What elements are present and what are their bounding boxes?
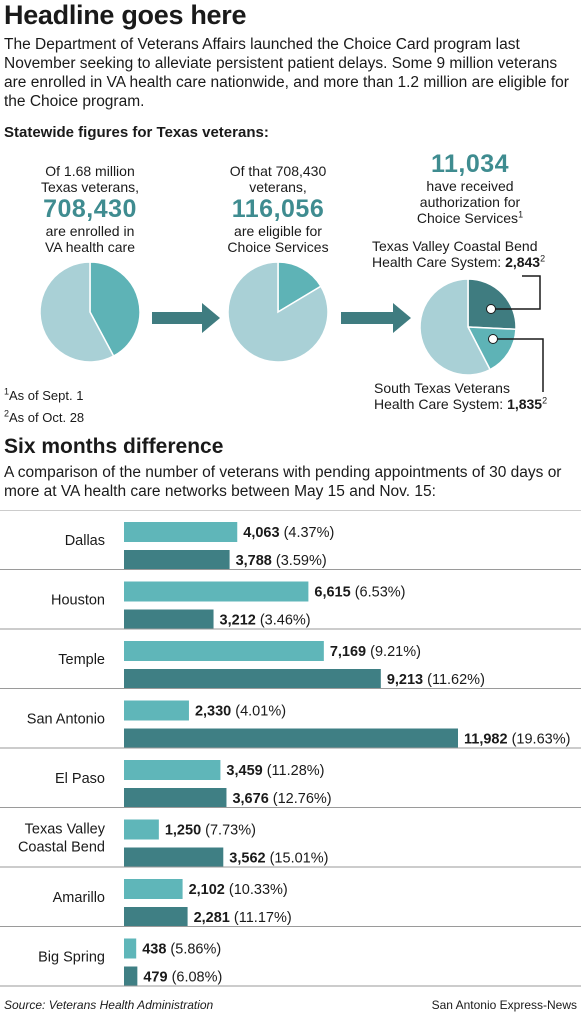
arrow-right-icon [341,303,411,333]
bar-value-label: 7,169 (9.21%) [330,644,421,660]
eligible-number: 116,056 [231,195,325,223]
callout-south-texas-line1: South Texas Veterans [374,380,510,396]
category-label: El Paso [55,771,105,787]
callout-coastal-bend: Texas Valley Coastal Bend Health Care Sy… [372,238,545,270]
eligible-block: Of that 708,430 veterans, 116,056 are el… [208,163,348,255]
bar-value-label: 2,330 (4.01%) [195,704,286,720]
bar-may [124,581,309,602]
pie-authorized-slice-1 [466,326,517,371]
pie-charts [39,261,544,392]
bar-value-label: 3,459 (11.28%) [226,763,324,779]
credit: San Antonio Express-News [431,998,577,1012]
pie-enrolled-slice-0 [89,261,141,358]
bar-nov [124,847,224,868]
bar-value-label: 9,213 (11.62%) [387,672,485,688]
authorized-number: 11,034 [430,150,510,178]
category-label: Coastal Bend [18,839,105,855]
arrow-right-icon [152,303,220,333]
bar-nov [124,907,188,927]
authorized-post-line2: authorization for [419,194,521,210]
bar-may [124,522,238,542]
bar-value-label: 2,102 (10.33%) [189,882,288,898]
bar-nov [124,788,227,808]
bar-may [124,819,159,840]
bar-nov [124,669,381,689]
bar-value-label: 1,250 (7.73%) [165,823,256,839]
bar-may [124,760,221,780]
callout-dot-south-texas [488,334,498,344]
bar-value-label: 438 (5.86%) [142,942,221,958]
enrolled-block: Of 1.68 million Texas veterans, 708,430 … [20,163,160,255]
authorized-block: 11,034 have received authorization for C… [395,150,545,226]
bar-may [124,700,189,721]
bar-value-label: 4,063 (4.37%) [243,525,334,541]
enrolled-pre-line2: Texas veterans, [40,179,140,195]
callout-leader-coastal-bend [491,275,541,310]
category-label: Amarillo [53,890,105,906]
bar-may [124,938,137,959]
authorized-post-line1: have received [426,178,514,194]
authorized-post-line3: Choice Services1 [416,209,524,226]
pie-authorized-slice-2 [419,278,492,376]
callout-south-texas-line2: Health Care System: 1,8352 [374,395,548,412]
category-label: Dallas [65,533,105,549]
headline: Headline goes here [4,0,247,30]
pie-eligible-slice-1 [227,261,329,363]
enrolled-post-line1: are enrolled in [45,223,135,239]
eligible-post-line1: are eligible for [234,223,322,239]
category-label: San Antonio [27,711,105,727]
bar-value-label: 3,788 (3.59%) [236,553,327,569]
bar-chart: Dallas 4,063 (4.37%) 3,788 (3.59%) Houston 6… [0,510,581,987]
bar-value-label: 3,676 (12.76%) [232,791,331,807]
section-title: Six months difference [4,435,224,458]
enrolled-pre-line1: Of 1.68 million [45,163,135,179]
bar-value-label: 11,982 (19.63%) [464,732,570,748]
section-description: A comparison of the number of veterans w… [4,464,562,500]
eligible-post-line2: Choice Services [227,239,329,255]
callout-coastal-bend-line2: Health Care System: 2,8432 [372,253,546,270]
bar-nov [124,728,458,749]
source-note: Source: Veterans Health Administration [4,998,214,1012]
eligible-pre-line1: Of that 708,430 [229,163,327,179]
footnote-2: 2As of Oct. 28 [4,408,85,425]
callout-dot-coastal-bend [486,304,496,314]
bar-nov [124,609,214,630]
bar-may [124,641,324,661]
statewide-subhead: Statewide figures for Texas veterans: [4,124,269,141]
enrolled-post-line2: VA health care [44,239,136,255]
category-label: Big Spring [38,949,105,965]
bar-value-label: 479 (6.08%) [143,970,222,986]
bar-nov [124,966,138,987]
category-label: Texas Valley [25,821,106,837]
intro-text: The Department of Veterans Affairs launc… [4,36,569,110]
footnote-1: 1As of Sept. 1 [4,386,84,403]
pie-enrolled-slice-1 [39,261,115,363]
eligible-pre-line2: veterans, [249,179,307,195]
bar-nov [124,550,230,570]
bar-value-label: 3,562 (15.01%) [229,851,328,867]
bar-value-label: 6,615 (6.53%) [314,585,405,601]
category-label: Houston [51,592,105,608]
pie-eligible-slice-0 [277,261,322,314]
bar-value-label: 2,281 (11.17%) [194,910,292,926]
enrolled-number: 708,430 [43,195,137,223]
category-label: Temple [58,652,105,668]
bar-value-label: 3,212 (3.46%) [220,613,311,629]
bar-may [124,879,183,899]
callout-leader-south-texas [493,338,544,392]
callout-south-texas: South Texas Veterans Health Care System:… [374,380,547,412]
callout-coastal-bend-line1: Texas Valley Coastal Bend [372,238,538,254]
